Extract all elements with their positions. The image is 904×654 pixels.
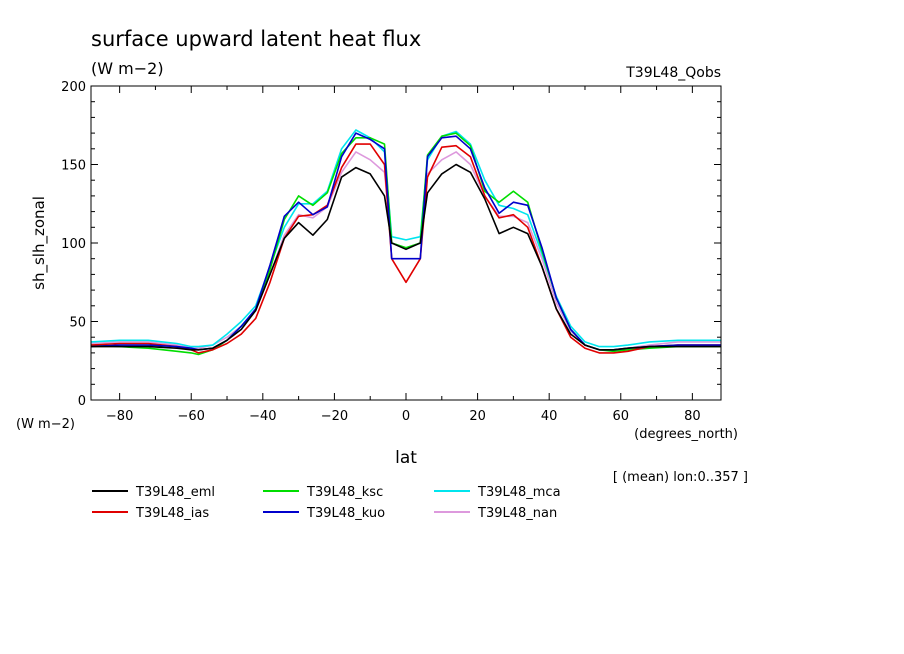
- axes: −80 −60 −40 −20 0 20 40 60 80 0 50 100 150 200: [61, 80, 721, 424]
- x-tick-label: −60: [178, 409, 205, 424]
- mean-note: [ (mean) lon:0..357 ]: [613, 470, 748, 485]
- y-axis-units: (W m−2): [16, 417, 75, 432]
- legend-label: T39L48_mca: [477, 485, 561, 500]
- x-axis-units: (degrees_north): [634, 427, 738, 442]
- legend: T39L48_eml T39L48_ias T39L48_ksc T39L48_kuo…: [92, 485, 561, 521]
- x-tick-label: 80: [684, 409, 701, 424]
- x-tick-label: 0: [402, 409, 410, 424]
- plot-frame: [90, 85, 722, 401]
- series-line-T39L48_ias: [90, 143, 721, 354]
- experiment-label: T39L48_Qobs: [625, 65, 721, 81]
- legend-label: T39L48_eml: [135, 485, 215, 500]
- series-line-T39L48_nan: [90, 151, 721, 351]
- x-tick-label: 60: [612, 409, 629, 424]
- y-tick-label: 150: [61, 159, 86, 174]
- legend-label: T39L48_ias: [135, 506, 209, 521]
- series-line-T39L48_eml: [91, 163, 721, 351]
- series-line-T39L48_kuo: [90, 132, 721, 351]
- legend-label: T39L48_nan: [477, 506, 557, 521]
- legend-label: T39L48_kuo: [306, 506, 385, 521]
- x-tick-label: 20: [469, 409, 486, 424]
- x-tick-label: −80: [106, 409, 133, 424]
- x-tick-label: −40: [249, 409, 276, 424]
- legend-label: T39L48_ksc: [306, 485, 383, 500]
- x-axis-label: lat: [395, 448, 417, 468]
- series-line-T39L48_mca: [90, 129, 721, 348]
- chart-subtitle: (W m−2): [91, 59, 164, 78]
- y-tick-label: 100: [61, 237, 86, 252]
- x-tick-label: 40: [541, 409, 558, 424]
- chart-title: surface upward latent heat flux: [91, 27, 421, 51]
- y-tick-label: 50: [69, 316, 86, 331]
- series-lines: [90, 129, 721, 356]
- y-tick-label: 0: [78, 394, 86, 409]
- series-line-T39L48_ksc: [90, 132, 721, 356]
- y-axis-label: sh_slh_zonal: [30, 196, 49, 290]
- y-tick-label: 200: [61, 80, 86, 95]
- x-tick-label: −20: [321, 409, 348, 424]
